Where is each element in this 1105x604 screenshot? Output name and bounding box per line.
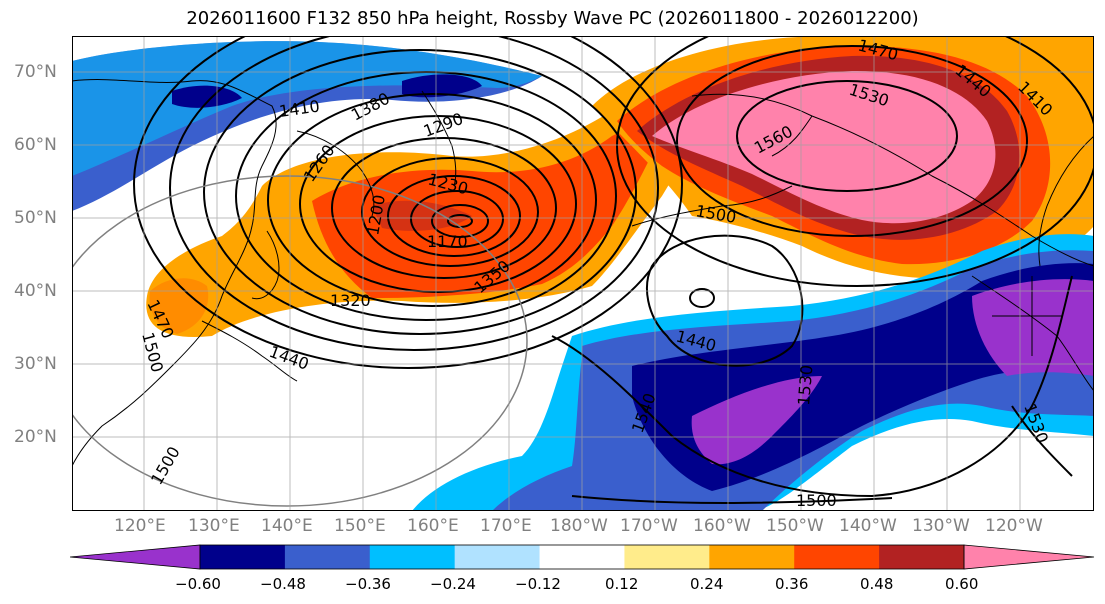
- lat-label-20n: 20°N: [14, 427, 57, 447]
- colorbar-cell: [624, 545, 710, 569]
- colorbar-tick: 0.24: [690, 575, 724, 593]
- colorbar-cell: [284, 545, 371, 569]
- lat-label-60n: 60°N: [14, 135, 57, 155]
- colorbar-tick: 0.12: [605, 575, 639, 593]
- lon-label: 140°W: [839, 516, 897, 536]
- lon-label: 120°W: [985, 516, 1043, 536]
- coastlines: [72, 79, 1094, 467]
- contour-label: 1170: [427, 232, 468, 251]
- colorbar-tick: −0.12: [515, 575, 561, 593]
- lon-label: 160°W: [693, 516, 751, 536]
- height-contours: [133, 36, 1094, 504]
- colorbar-tick: −0.60: [175, 575, 221, 593]
- lat-label-70n: 70°N: [14, 62, 57, 82]
- colorbar: [70, 544, 1095, 570]
- colorbar-tick: −0.36: [345, 575, 391, 593]
- lat-label-40n: 40°N: [14, 281, 57, 301]
- colorbar-cell: [70, 544, 201, 570]
- map-panel: 1410 1380 1290 1260 1230 1200 1170 1350 …: [72, 36, 1094, 511]
- lat-label-50n: 50°N: [14, 208, 57, 228]
- contour-label: 1320: [330, 291, 371, 310]
- colorbar-cell: [879, 545, 965, 569]
- colorbar-cell: [200, 545, 286, 569]
- lon-label: 170°E: [480, 516, 532, 536]
- contour-label: 1500: [796, 491, 837, 510]
- colorbar-tick: −0.24: [430, 575, 476, 593]
- reference-circle: [72, 175, 528, 507]
- colorbar-cell: [709, 545, 795, 569]
- lon-label: 160°E: [407, 516, 459, 536]
- lon-label: 140°E: [261, 516, 313, 536]
- lon-label: 130°W: [912, 516, 970, 536]
- lon-label: 120°E: [114, 516, 166, 536]
- lon-label: 130°E: [188, 516, 240, 536]
- colorbar-tick: 0.48: [860, 575, 894, 593]
- graticule: [72, 36, 1094, 511]
- lon-label: 170°W: [620, 516, 678, 536]
- colorbar-cell: [454, 545, 541, 569]
- colorbar-frame: [199, 544, 965, 570]
- lon-label: 150°W: [766, 516, 824, 536]
- lat-label-30n: 30°N: [14, 354, 57, 374]
- colorbar-cell: [369, 545, 456, 569]
- contour-label: 1530: [794, 364, 816, 406]
- colorbar-cell: [963, 544, 1095, 570]
- colorbar-cell: [539, 545, 625, 569]
- colorbar-tick: 0.36: [775, 575, 809, 593]
- lon-label: 150°E: [334, 516, 386, 536]
- colorbar-tick: −0.48: [260, 575, 306, 593]
- colorbar-tick: 0.60: [945, 575, 979, 593]
- map-title: 2026011600 F132 850 hPa height, Rossby W…: [186, 8, 919, 29]
- lon-label: 180°W: [550, 516, 608, 536]
- colorbar-cell: [794, 545, 880, 569]
